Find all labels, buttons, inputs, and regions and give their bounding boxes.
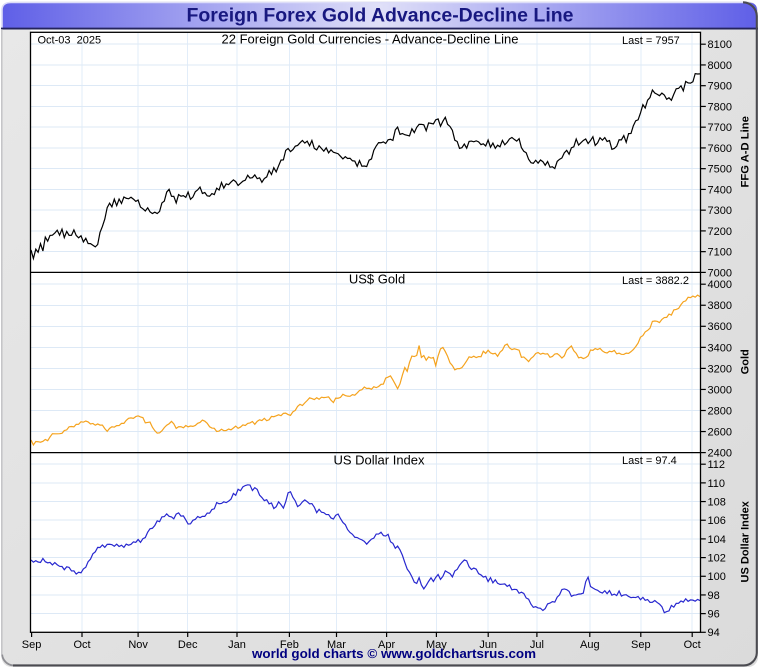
svg-text:112: 112 xyxy=(708,459,726,471)
svg-text:94: 94 xyxy=(708,627,720,639)
svg-text:98: 98 xyxy=(708,590,720,602)
svg-text:7600: 7600 xyxy=(708,143,732,155)
svg-text:7800: 7800 xyxy=(708,101,732,113)
svg-text:3800: 3800 xyxy=(708,300,732,312)
svg-text:7300: 7300 xyxy=(708,205,732,217)
svg-text:7500: 7500 xyxy=(708,164,732,176)
svg-text:Jun: Jun xyxy=(479,639,497,651)
svg-text:104: 104 xyxy=(708,534,726,546)
svg-text:3000: 3000 xyxy=(708,384,732,396)
svg-text:7700: 7700 xyxy=(708,122,732,134)
svg-text:7900: 7900 xyxy=(708,81,732,93)
svg-text:world gold charts © www.goldch: world gold charts © www.goldchartsrus.co… xyxy=(251,646,536,661)
svg-text:2400: 2400 xyxy=(708,448,732,460)
svg-text:Feb: Feb xyxy=(280,639,299,651)
svg-text:100: 100 xyxy=(708,571,726,583)
svg-text:US Dollar Index: US Dollar Index xyxy=(333,452,425,467)
svg-text:FFG A-D Line: FFG A-D Line xyxy=(740,116,752,188)
svg-text:2600: 2600 xyxy=(708,426,732,438)
svg-text:110: 110 xyxy=(708,478,726,490)
svg-text:Jan: Jan xyxy=(228,639,246,651)
svg-text:7100: 7100 xyxy=(708,247,732,259)
svg-text:Last = 3882.2: Last = 3882.2 xyxy=(622,275,689,287)
svg-text:US Dollar Index: US Dollar Index xyxy=(740,500,752,582)
svg-text:7200: 7200 xyxy=(708,226,732,238)
svg-text:106: 106 xyxy=(708,515,726,527)
svg-text:US$ Gold: US$ Gold xyxy=(349,272,405,287)
svg-text:Oct: Oct xyxy=(73,639,90,651)
svg-text:3200: 3200 xyxy=(708,363,732,375)
svg-text:96: 96 xyxy=(708,609,720,621)
svg-text:3600: 3600 xyxy=(708,321,732,333)
svg-text:Sep: Sep xyxy=(22,639,42,651)
svg-text:Dec: Dec xyxy=(178,639,198,651)
svg-text:Nov: Nov xyxy=(128,639,148,651)
svg-text:3400: 3400 xyxy=(708,342,732,354)
svg-text:108: 108 xyxy=(708,496,726,508)
svg-text:Mar: Mar xyxy=(327,639,346,651)
svg-text:Gold: Gold xyxy=(740,349,752,374)
svg-text:Oct-03 2025: Oct-03 2025 xyxy=(38,34,102,46)
svg-text:Last = 7957: Last = 7957 xyxy=(622,35,680,47)
svg-text:Foreign Forex Gold Advance-Dec: Foreign Forex Gold Advance-Decline Line xyxy=(187,6,574,27)
svg-text:7400: 7400 xyxy=(708,184,732,196)
svg-text:Apr: Apr xyxy=(378,639,395,651)
svg-text:May: May xyxy=(426,639,447,651)
svg-text:Sep: Sep xyxy=(631,639,651,651)
svg-text:4000: 4000 xyxy=(708,279,732,291)
svg-text:Oct: Oct xyxy=(684,639,701,651)
svg-text:102: 102 xyxy=(708,552,726,564)
svg-text:Jul: Jul xyxy=(530,639,544,651)
svg-text:Last = 97.4: Last = 97.4 xyxy=(622,455,677,467)
svg-text:8000: 8000 xyxy=(708,60,732,72)
svg-text:22 Foreign Gold Currencies - A: 22 Foreign Gold Currencies - Advance-Dec… xyxy=(222,32,519,47)
svg-text:8100: 8100 xyxy=(708,39,732,51)
svg-text:2800: 2800 xyxy=(708,405,732,417)
svg-text:Aug: Aug xyxy=(580,639,600,651)
svg-text:7000: 7000 xyxy=(708,267,732,279)
